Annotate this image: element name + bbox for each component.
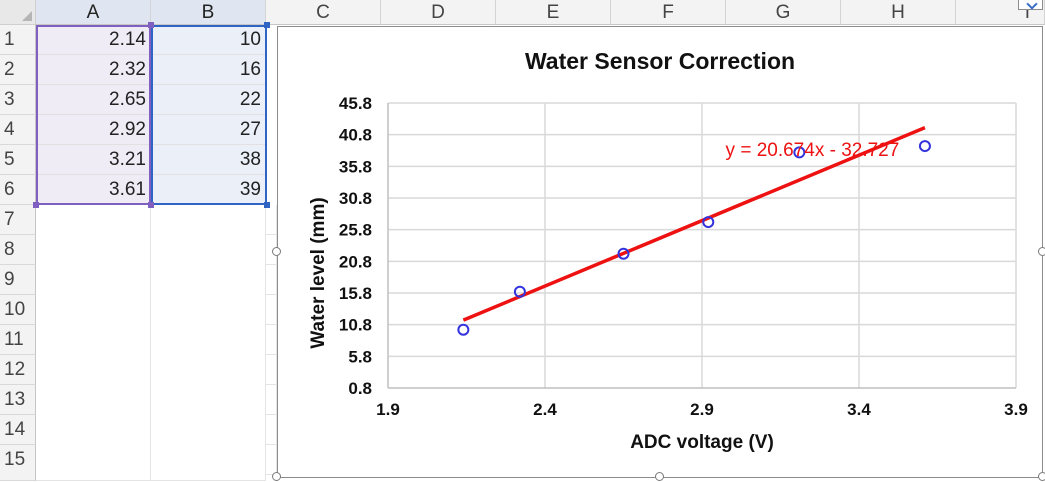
row-header-11[interactable]: 11	[0, 325, 36, 355]
row-header-15[interactable]: 15	[0, 445, 36, 481]
y-tick-label: 5.8	[348, 347, 372, 366]
data-point	[793, 146, 806, 159]
grid-cell[interactable]	[266, 295, 277, 325]
cell-b4[interactable]: 27	[151, 115, 266, 145]
chart-resize-handle-bottom[interactable]	[655, 472, 664, 481]
scatter-chart: Water Sensor Correction 0.8 5.8 10.8 15.8 20…	[308, 48, 1028, 453]
grid-cell[interactable]	[266, 445, 277, 475]
grid-cell[interactable]	[266, 265, 277, 295]
y-tick-label: 30.8	[339, 189, 372, 208]
row-header-7[interactable]: 7	[0, 205, 36, 235]
grid-cell[interactable]	[266, 205, 277, 235]
column-header-f[interactable]: F	[611, 0, 726, 25]
data-point	[513, 285, 526, 298]
cell-a3[interactable]: 2.65	[36, 85, 151, 115]
column-header-e[interactable]: E	[496, 0, 611, 25]
row-header-12[interactable]: 12	[0, 355, 36, 385]
x-range-highlight	[36, 25, 151, 205]
grid-area-b[interactable]	[151, 205, 266, 481]
x-tick-label: 3.9	[1004, 400, 1028, 419]
cell-a2[interactable]: 2.32	[36, 55, 151, 85]
chart-container[interactable]: Water Sensor Correction 0.8 5.8 10.8 15.8 20…	[277, 26, 1043, 478]
row-header-2[interactable]: 2	[0, 55, 36, 85]
cell-a6[interactable]: 3.61	[36, 175, 151, 205]
select-all-corner[interactable]	[0, 0, 36, 25]
row-header-4[interactable]: 4	[0, 115, 36, 145]
x-tick-label: 1.9	[376, 400, 400, 419]
cell-a5[interactable]: 3.21	[36, 145, 151, 175]
chart-resize-handle-left[interactable]	[272, 247, 281, 256]
row-header-13[interactable]: 13	[0, 385, 36, 415]
data-points	[457, 140, 931, 336]
x-tick-label: 3.4	[847, 400, 871, 419]
grid-cell[interactable]	[266, 325, 277, 355]
column-header-h[interactable]: H	[841, 0, 956, 25]
range-handle-top-mid[interactable]	[148, 22, 154, 28]
range-handle-a[interactable]	[33, 202, 39, 208]
column-header-b[interactable]: B	[151, 0, 266, 25]
row-header-3[interactable]: 3	[0, 85, 36, 115]
column-header-a[interactable]: A	[36, 0, 151, 25]
y-tick-label: 20.8	[339, 252, 372, 271]
row-header-9[interactable]: 9	[0, 265, 36, 295]
trendline-equation[interactable]: y = 20.674x - 32.727	[726, 140, 900, 161]
cell-b3[interactable]: 22	[151, 85, 266, 115]
range-handle-top-b[interactable]	[264, 22, 270, 28]
chart-gridlines	[388, 102, 1017, 388]
chart-resize-handle-bottom-left[interactable]	[272, 472, 281, 481]
y-tick-label: 45.8	[339, 94, 372, 113]
data-point	[702, 216, 715, 229]
row-header-10[interactable]: 10	[0, 295, 36, 325]
x-axis-title[interactable]: ADC voltage (V)	[630, 432, 774, 453]
brush-icon	[1026, 0, 1038, 10]
cell-a1[interactable]: 2.14	[36, 25, 151, 55]
row-header-5[interactable]: 5	[0, 145, 36, 175]
range-handle-b[interactable]	[264, 202, 270, 208]
y-tick-label: 0.8	[348, 379, 372, 398]
grid-cell[interactable]	[266, 385, 277, 415]
chart-tick-labels: 0.8 5.8 10.8 15.8 20.8 25.8 30.8 35.8 40.8 45.8 1.…	[339, 94, 1028, 419]
grid-area-a[interactable]	[36, 205, 151, 481]
x-tick-label: 2.4	[533, 400, 557, 419]
chart-title[interactable]: Water Sensor Correction	[525, 48, 795, 74]
cell-b5[interactable]: 38	[151, 145, 266, 175]
column-header-c[interactable]: C	[266, 0, 381, 25]
trendline-group	[462, 126, 926, 322]
chart-styles-button[interactable]	[1018, 0, 1043, 10]
row-header-1[interactable]: 1	[0, 25, 36, 55]
column-header-d[interactable]: D	[381, 0, 496, 25]
trendline	[462, 126, 926, 322]
column-header-g[interactable]: G	[726, 0, 841, 25]
cell-a4[interactable]: 2.92	[36, 115, 151, 145]
grid-cell[interactable]	[266, 355, 277, 385]
y-tick-label: 10.8	[339, 316, 372, 335]
row-header-14[interactable]: 14	[0, 415, 36, 445]
y-tick-label: 25.8	[339, 221, 372, 240]
y-tick-label: 15.8	[339, 284, 372, 303]
row-header-6[interactable]: 6	[0, 175, 36, 205]
y-range-highlight	[151, 25, 267, 205]
y-tick-label: 35.8	[339, 157, 372, 176]
data-point	[918, 140, 931, 153]
data-point	[457, 323, 470, 336]
grid-cell[interactable]	[266, 415, 277, 445]
cell-b1[interactable]: 10	[151, 25, 266, 55]
row-header-8[interactable]: 8	[0, 235, 36, 265]
y-tick-label: 40.8	[339, 126, 372, 145]
x-tick-label: 2.9	[690, 400, 714, 419]
range-handle-mid[interactable]	[148, 202, 154, 208]
chart-resize-handle-right[interactable]	[1038, 247, 1045, 256]
y-axis-title[interactable]: Water level (mm)	[308, 197, 329, 348]
chart-axes	[387, 103, 1016, 389]
data-point	[617, 247, 630, 260]
chart-resize-handle-bottom-right[interactable]	[1038, 472, 1045, 481]
